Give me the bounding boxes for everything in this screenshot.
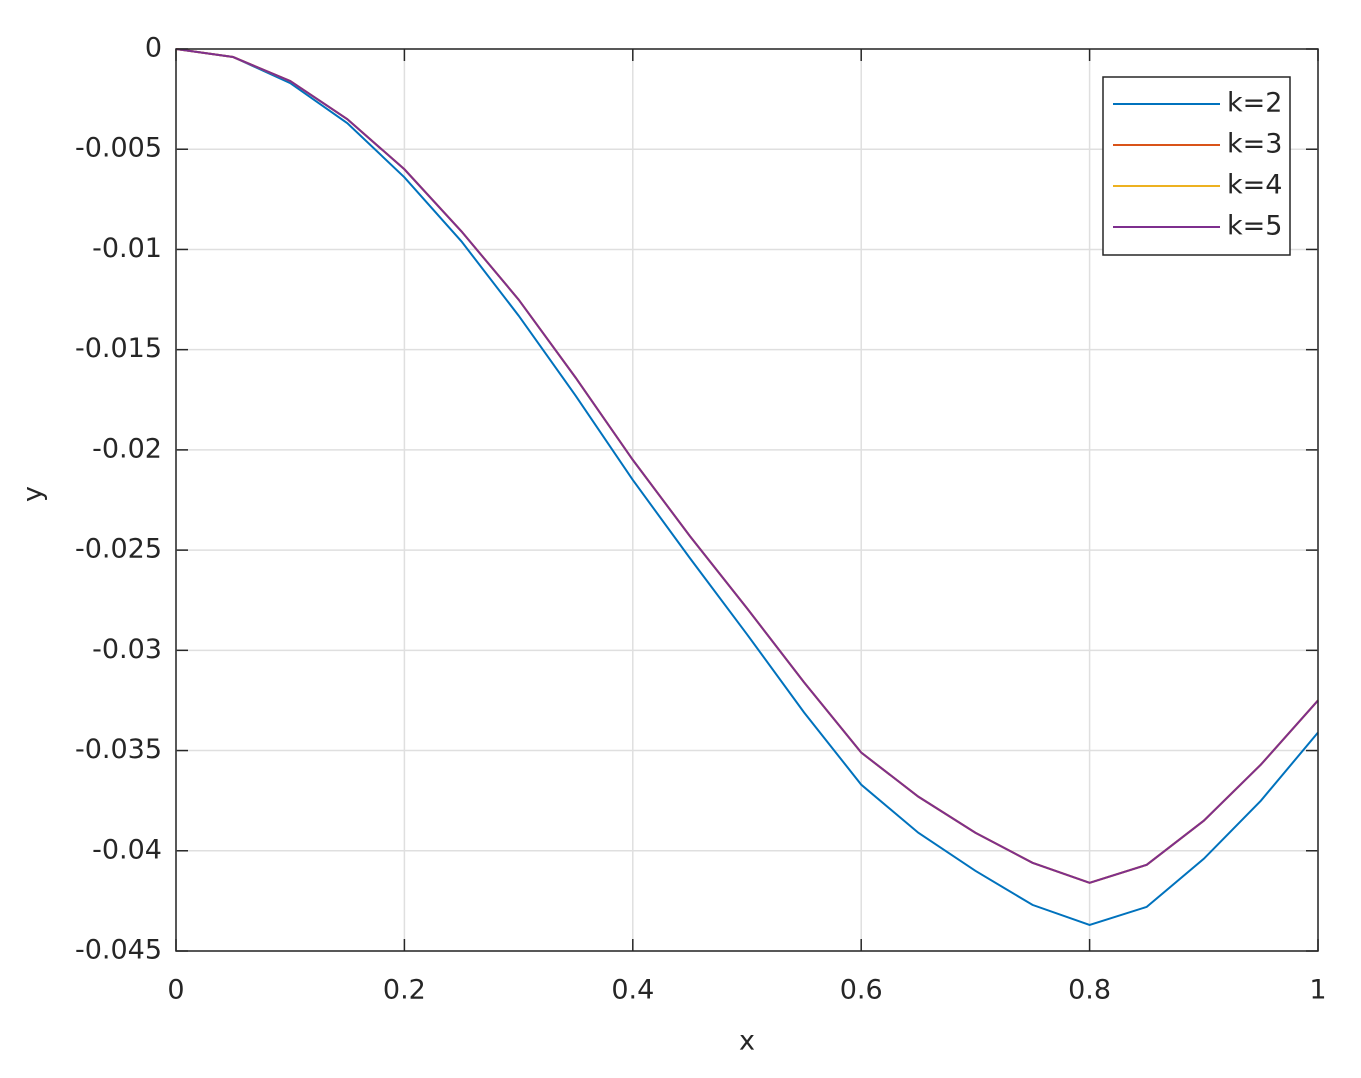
- axes-box: [175, 48, 1319, 952]
- x-tick-label: 0.8: [1068, 975, 1111, 1006]
- y-tick-label: -0.035: [75, 734, 162, 765]
- legend-label: k=3: [1227, 129, 1282, 160]
- legend-label: k=4: [1227, 170, 1282, 201]
- y-tick-label: -0.02: [92, 433, 162, 464]
- x-tick-label: 0.2: [383, 975, 426, 1006]
- x-tick-label: 0.4: [611, 975, 654, 1006]
- y-axis-label: y: [18, 486, 49, 502]
- x-tick-label: 0.6: [840, 975, 883, 1006]
- y-tick-label: -0.015: [75, 333, 162, 364]
- y-tick-label: -0.005: [75, 133, 162, 164]
- legend-label: k=5: [1227, 211, 1282, 242]
- y-tick-label: -0.04: [92, 834, 162, 865]
- y-tick-label: -0.01: [92, 233, 162, 264]
- y-tick-label: -0.025: [75, 534, 162, 565]
- data-line: [175, 48, 1319, 926]
- legend-box: [1102, 76, 1291, 256]
- x-axis-label: x: [739, 1026, 755, 1057]
- y-tick-label: -0.045: [75, 935, 162, 966]
- x-tick-label: 0: [167, 975, 184, 1006]
- x-tick-label: 1: [1309, 975, 1326, 1006]
- legend-label: k=2: [1227, 88, 1282, 119]
- data-line: [175, 48, 1319, 884]
- y-tick-label: 0: [145, 33, 162, 64]
- y-tick-label: -0.03: [92, 634, 162, 665]
